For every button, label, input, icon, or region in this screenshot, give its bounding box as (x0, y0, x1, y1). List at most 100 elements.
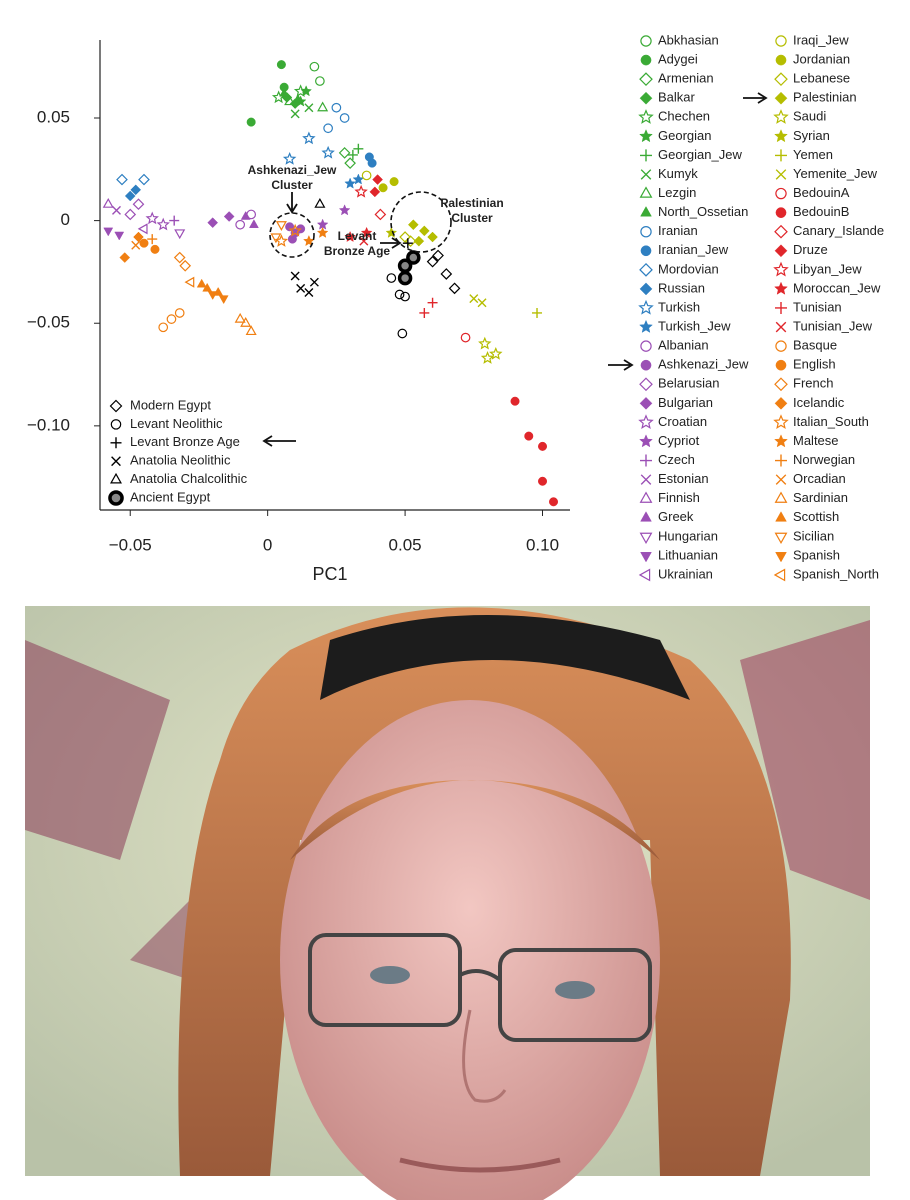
legend-label: Iraqi_Jew (793, 32, 849, 47)
data-point (169, 215, 180, 226)
legend-marker (773, 568, 786, 582)
data-point (353, 143, 364, 154)
data-point (480, 351, 495, 364)
legend-label: Balkar (658, 90, 696, 105)
legend-label: Kumyk (658, 166, 698, 181)
data-point (427, 231, 438, 243)
legend-marker (774, 377, 788, 392)
data-point (331, 102, 342, 113)
data-point (275, 221, 287, 231)
legend-marker (773, 109, 789, 124)
legend-label: Armenian (658, 71, 714, 86)
legend-marker (775, 149, 787, 162)
data-point (397, 270, 413, 286)
data-point (166, 314, 177, 324)
data-point (276, 60, 286, 70)
data-point (174, 308, 185, 318)
legend-label: Yemen (793, 147, 833, 162)
data-point (138, 173, 150, 186)
data-point (174, 229, 186, 240)
legend-label: Modern Egypt (130, 397, 211, 412)
data-point (367, 158, 377, 168)
legend-marker (639, 532, 653, 545)
data-point (302, 131, 316, 145)
legend-label: Yemenite_Jew (793, 166, 878, 181)
legend-label: Saudi (793, 109, 826, 124)
legend-label: Chechen (658, 109, 710, 124)
data-point (469, 294, 479, 304)
ancient-legend: Modern Egypt Levant Neolithic Levant Bronz… (108, 397, 296, 506)
data-point (344, 230, 356, 243)
legend-label: Icelandic (793, 395, 845, 410)
legend-label: Bulgarian (658, 395, 713, 410)
legend-marker (775, 187, 787, 200)
legend-marker (110, 437, 122, 449)
data-point (344, 157, 356, 169)
legend-marker (773, 414, 789, 430)
legend-label: Mordovian (658, 261, 719, 276)
data-point (245, 325, 257, 336)
data-point (338, 147, 351, 159)
legend: Abkhasian Adygei Armenian Balkar Chechen Geor… (608, 32, 884, 581)
data-point (399, 231, 411, 243)
legend-label: Lebanese (793, 71, 850, 86)
data-point (344, 177, 356, 189)
legend-label: Greek (658, 509, 694, 524)
chart: PC1 (312, 564, 347, 584)
annotation: Levant (338, 229, 377, 243)
legend-marker (775, 54, 787, 66)
data-point (102, 197, 114, 208)
legend-label: Orcadian (793, 471, 846, 486)
photo (25, 606, 870, 1200)
data-point (385, 226, 398, 238)
legend-label: BedouinB (793, 204, 849, 219)
legend-label: Adygei (658, 52, 698, 67)
legend-label: Libyan_Jew (793, 261, 862, 276)
data-point (130, 184, 142, 196)
data-point (460, 332, 471, 343)
legend-label: Lithuanian (658, 547, 718, 562)
legend-marker (640, 149, 652, 162)
data-points (102, 60, 559, 507)
data-point (317, 101, 329, 112)
legend-marker (775, 207, 787, 218)
cluster-outline (269, 212, 315, 258)
data-point (234, 312, 246, 323)
legend-label: Jordanian (793, 52, 850, 67)
data-point (248, 219, 259, 228)
legend-marker (639, 186, 653, 198)
data-point (361, 170, 372, 181)
legend-label: Syrian (793, 128, 830, 143)
legend-label: Levant Neolithic (130, 416, 223, 431)
data-point (246, 117, 256, 127)
legend-label: Czech (658, 452, 695, 467)
legend-label: Estonian (658, 471, 709, 486)
legend-label: Lezgin (658, 185, 696, 200)
data-point (145, 211, 159, 225)
data-point (419, 307, 430, 318)
legend-label: Iranian (658, 223, 698, 238)
legend-label: Tunisian (793, 299, 842, 314)
data-point (389, 177, 399, 187)
annotation: Cluster (271, 178, 313, 192)
legend-marker (638, 414, 654, 430)
legend-label: Georgian (658, 128, 711, 143)
legend-marker (639, 91, 653, 105)
legend-marker (639, 72, 653, 86)
data-point (207, 217, 219, 229)
data-point (448, 282, 461, 295)
data-point (158, 322, 169, 333)
legend-marker (775, 340, 787, 352)
legend-label: Ashkenazi_Jew (658, 357, 749, 372)
legend-label: Scottish (793, 509, 839, 524)
data-point (374, 208, 387, 221)
data-point (124, 190, 136, 202)
legend-label: Georgian_Jew (658, 147, 742, 162)
legend-marker (775, 359, 787, 371)
cluster-outline (390, 191, 452, 253)
legend-label: Hungarian (658, 528, 718, 543)
legend-marker (774, 491, 788, 503)
legend-label: Abkhasian (658, 32, 719, 47)
legend-label: Belarusian (658, 376, 719, 391)
data-point (156, 217, 170, 231)
